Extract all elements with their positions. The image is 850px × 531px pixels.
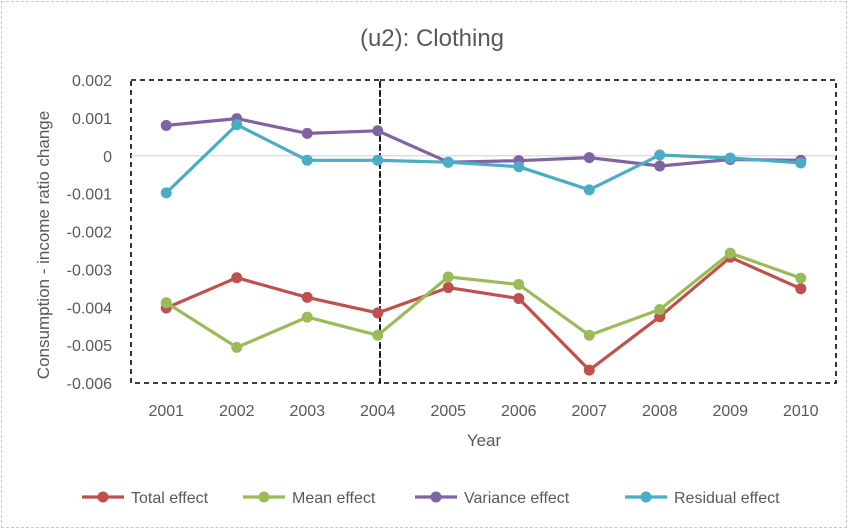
y-tick-label: 0.001	[72, 111, 112, 128]
legend-item: Variance effect	[415, 490, 570, 507]
y-tick-label: -0.006	[67, 376, 112, 393]
y-tick-label: 0.002	[72, 73, 112, 90]
legend-swatch-marker	[258, 491, 270, 503]
data-point	[513, 293, 525, 305]
legend-label: Mean effect	[292, 490, 376, 507]
series-residual-effect	[160, 119, 807, 199]
series-variance-effect	[160, 113, 807, 172]
legend: Total effect Mean effect Variance effect Re…	[82, 490, 780, 507]
data-point	[442, 271, 454, 283]
legend-swatch-marker	[430, 491, 442, 503]
x-tick-label: 2004	[360, 403, 396, 420]
data-point	[442, 282, 454, 294]
y-axis-ticks: 0.002 0.001 0 -0.001 -0.002 -0.003 -0.004 -0.00…	[67, 73, 112, 393]
y-tick-label: -0.005	[67, 338, 112, 355]
y-tick-label: -0.003	[67, 262, 112, 279]
series-line	[165, 255, 802, 372]
data-point	[795, 272, 807, 284]
data-point	[513, 279, 525, 291]
series-group	[160, 113, 807, 376]
legend-label: Residual effect	[674, 490, 780, 507]
data-point	[231, 341, 243, 353]
legend-label: Variance effect	[464, 490, 570, 507]
y-tick-label: -0.001	[67, 187, 112, 204]
data-point	[654, 304, 666, 316]
legend-swatch-marker	[97, 491, 109, 503]
highlight-box-right	[379, 79, 837, 384]
y-tick-label: -0.002	[67, 225, 112, 242]
data-point	[231, 272, 243, 284]
legend-item: Total effect	[82, 490, 209, 507]
chart-title: (u2): Clothing	[360, 25, 504, 52]
data-point	[372, 329, 384, 341]
data-point	[654, 149, 666, 161]
x-axis-label: Year	[467, 431, 502, 450]
data-point	[160, 187, 172, 199]
data-point	[372, 154, 384, 166]
data-point	[442, 156, 454, 168]
data-point	[160, 119, 172, 131]
legend-label: Total effect	[131, 490, 209, 507]
data-point	[513, 161, 525, 173]
highlight-box-left	[130, 79, 381, 384]
data-point	[724, 152, 736, 164]
legend-item: Residual effect	[625, 490, 780, 507]
data-point	[372, 125, 384, 137]
data-point	[654, 160, 666, 172]
series-line	[165, 123, 801, 195]
data-point	[795, 283, 807, 295]
data-point	[301, 291, 313, 303]
data-point	[372, 307, 384, 319]
data-point	[301, 127, 313, 139]
y-tick-label: 0	[103, 149, 112, 166]
x-tick-label: 2008	[642, 403, 678, 420]
data-point	[160, 297, 172, 309]
data-point	[583, 364, 595, 376]
x-tick-label: 2001	[148, 403, 184, 420]
data-point	[583, 184, 595, 196]
data-point	[724, 247, 736, 259]
x-tick-label: 2005	[430, 403, 466, 420]
x-tick-label: 2007	[571, 403, 607, 420]
data-point	[583, 329, 595, 341]
y-tick-label: -0.004	[67, 300, 112, 317]
y-axis-label: Consumption - income ratio change	[34, 111, 53, 379]
series-line	[165, 251, 802, 349]
x-tick-label: 2003	[289, 403, 325, 420]
x-tick-label: 2010	[783, 403, 819, 420]
highlight-boxes	[130, 79, 837, 384]
x-axis-ticks: 2001 2002 2003 2004 2005 2006 2007 2008 2009 2010	[148, 403, 818, 420]
data-point	[795, 157, 807, 169]
legend-swatch-marker	[640, 491, 652, 503]
x-tick-label: 2006	[501, 403, 537, 420]
series-mean-effect	[160, 247, 807, 353]
x-tick-label: 2002	[219, 403, 255, 420]
data-point	[301, 311, 313, 323]
legend-item: Mean effect	[243, 490, 376, 507]
series-line	[166, 116, 801, 168]
data-point	[583, 152, 595, 164]
data-point	[231, 119, 243, 131]
data-point	[301, 154, 313, 166]
x-tick-label: 2009	[712, 403, 748, 420]
